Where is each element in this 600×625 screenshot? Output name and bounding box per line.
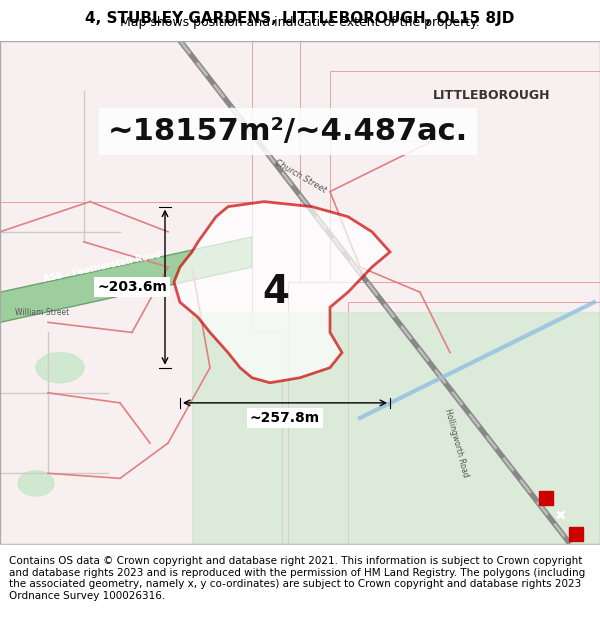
Text: A58 - Featherstall Road: A58 - Featherstall Road xyxy=(43,250,161,284)
FancyBboxPatch shape xyxy=(300,0,600,352)
FancyBboxPatch shape xyxy=(192,312,600,625)
Text: ~203.6m: ~203.6m xyxy=(97,280,167,294)
Text: ~18157m²/~4.487ac.: ~18157m²/~4.487ac. xyxy=(108,117,468,146)
Text: 4: 4 xyxy=(263,273,290,311)
FancyBboxPatch shape xyxy=(0,318,240,625)
FancyBboxPatch shape xyxy=(252,0,600,332)
Text: ✖: ✖ xyxy=(555,509,567,523)
FancyBboxPatch shape xyxy=(0,56,240,418)
FancyBboxPatch shape xyxy=(0,308,276,625)
Polygon shape xyxy=(174,202,390,382)
Text: William Street: William Street xyxy=(15,308,69,317)
Text: Map shows position and indicative extent of the property.: Map shows position and indicative extent… xyxy=(120,16,480,29)
FancyBboxPatch shape xyxy=(0,1,210,342)
FancyBboxPatch shape xyxy=(330,71,600,433)
Text: Church Street: Church Street xyxy=(272,158,328,195)
FancyBboxPatch shape xyxy=(0,202,282,544)
Ellipse shape xyxy=(18,471,54,496)
Text: 4, STUBLEY GARDENS, LITTLEBOROUGH, OL15 8JD: 4, STUBLEY GARDENS, LITTLEBOROUGH, OL15 … xyxy=(85,11,515,26)
Text: Hollingworth Road: Hollingworth Road xyxy=(443,408,469,478)
FancyBboxPatch shape xyxy=(0,232,252,594)
FancyBboxPatch shape xyxy=(0,262,288,604)
Ellipse shape xyxy=(36,352,84,382)
Text: LITTLEBOROUGH: LITTLEBOROUGH xyxy=(433,89,551,102)
Text: Contains OS data © Crown copyright and database right 2021. This information is : Contains OS data © Crown copyright and d… xyxy=(9,556,585,601)
FancyBboxPatch shape xyxy=(0,1,258,352)
FancyBboxPatch shape xyxy=(0,141,234,504)
FancyBboxPatch shape xyxy=(348,302,600,625)
Text: ~257.8m: ~257.8m xyxy=(250,411,320,425)
Polygon shape xyxy=(0,237,252,322)
FancyBboxPatch shape xyxy=(288,282,600,625)
FancyBboxPatch shape xyxy=(0,0,264,292)
